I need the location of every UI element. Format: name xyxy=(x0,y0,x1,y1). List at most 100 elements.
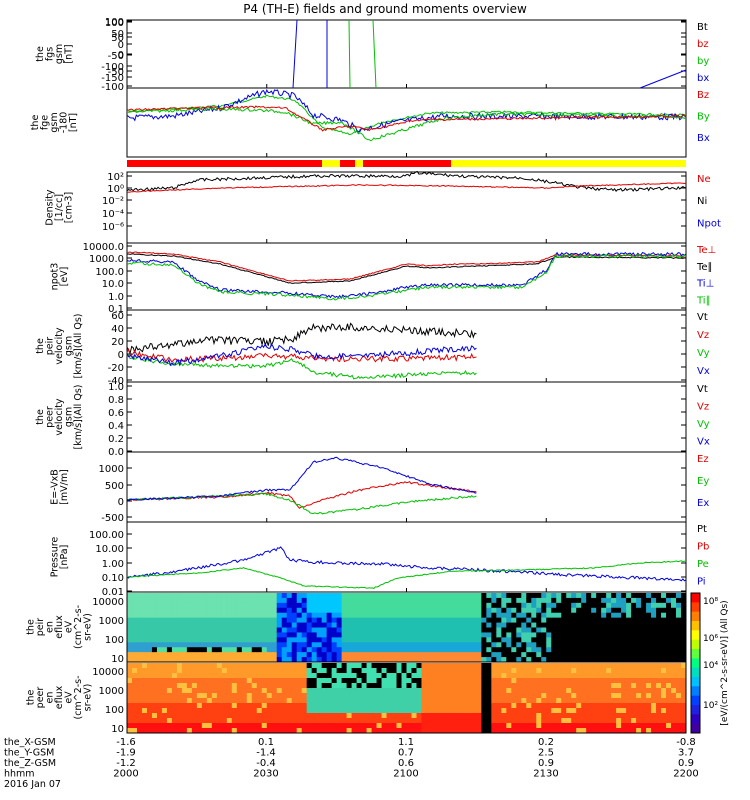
xaxis-value-x: -0.8 xyxy=(676,737,696,748)
spec-cell xyxy=(396,683,403,689)
spec-cell xyxy=(531,698,537,704)
spec-cell xyxy=(601,668,607,674)
spec-cell xyxy=(461,612,467,619)
spec-cell xyxy=(546,657,552,663)
spec-cell xyxy=(236,622,243,628)
spec-cell xyxy=(496,688,502,694)
spec-cell xyxy=(266,668,273,674)
spec-cell xyxy=(371,713,378,719)
spec-cell xyxy=(241,693,248,699)
spec-cell xyxy=(406,617,412,624)
spec-cell xyxy=(581,713,587,719)
spec-cell xyxy=(611,622,617,628)
spec-cell xyxy=(276,612,283,619)
spec-cell xyxy=(366,632,373,638)
spec-cell xyxy=(361,637,368,643)
spec-cell xyxy=(581,657,587,663)
spec-cell xyxy=(591,652,597,658)
spec-cell xyxy=(666,627,672,633)
spec-cell xyxy=(351,663,358,669)
spec-cell xyxy=(461,723,467,729)
spec-cell xyxy=(151,708,158,714)
spec-cell xyxy=(391,728,398,734)
spec-cell xyxy=(456,597,462,604)
spec-cell xyxy=(431,602,437,609)
spec-cell xyxy=(326,703,333,709)
spec-cell xyxy=(636,627,642,633)
spec-cell xyxy=(591,602,597,609)
spec-cell xyxy=(496,612,502,619)
spec-cell xyxy=(146,612,153,619)
spec-cell xyxy=(236,703,243,709)
spec-cell xyxy=(146,678,153,684)
spec-cell xyxy=(511,657,517,663)
spec-cell xyxy=(161,723,168,729)
spec-cell xyxy=(551,723,557,729)
spec-cell xyxy=(286,683,293,689)
spec-cell xyxy=(127,673,133,679)
ytick-label: 1.00 xyxy=(102,559,124,570)
legend-temp-1: Te∥ xyxy=(696,262,713,273)
spec-cell xyxy=(201,607,208,614)
efield-series xyxy=(126,456,477,515)
spec-cell xyxy=(226,678,233,684)
spec-cell xyxy=(466,617,472,624)
spec-cell xyxy=(501,718,507,724)
spec-cell xyxy=(276,698,283,704)
spec-cell xyxy=(626,723,632,729)
spec-cell xyxy=(221,597,228,604)
spec-cell xyxy=(561,698,567,704)
spec-cell xyxy=(356,637,363,643)
spec-cell xyxy=(296,597,303,604)
spec-cell xyxy=(616,718,622,724)
spec-cell xyxy=(621,657,627,663)
spec-cell xyxy=(486,713,492,719)
spec-cell xyxy=(631,622,637,628)
spec-cell xyxy=(131,617,138,624)
ytick-label: -50 xyxy=(108,51,124,62)
spec-cell xyxy=(561,637,567,643)
spec-cell xyxy=(361,703,368,709)
spec-cell xyxy=(206,683,213,689)
spec-cell xyxy=(391,652,398,658)
spec-cell xyxy=(241,627,248,633)
spec-cell xyxy=(471,728,477,734)
spec-cell xyxy=(671,612,677,619)
spec-cell xyxy=(171,713,178,719)
spec-cell xyxy=(496,713,502,719)
spec-cell xyxy=(491,632,497,638)
xaxis-value-x: 1.1 xyxy=(398,737,414,748)
spec-cell xyxy=(476,718,482,724)
spec-cell xyxy=(281,723,288,729)
spec-cell xyxy=(531,673,537,679)
spec-cell xyxy=(316,657,323,663)
spec-cell xyxy=(366,642,373,648)
spec-cell xyxy=(421,632,427,638)
spec-cell xyxy=(561,703,567,709)
spec-cell xyxy=(336,597,343,604)
spec-cell xyxy=(421,708,427,714)
spec-cell xyxy=(421,607,427,614)
spec-cell xyxy=(166,602,173,609)
spec-cell xyxy=(531,627,537,633)
spec-cell xyxy=(371,688,378,694)
spec-cell xyxy=(621,632,627,638)
spec-cell xyxy=(141,693,148,699)
spec-cell xyxy=(136,723,143,729)
spec-cell xyxy=(401,683,407,689)
spec-cell xyxy=(511,708,517,714)
panel-ylabel: velocity xyxy=(54,327,65,365)
spec-cell xyxy=(301,723,308,729)
spec-cell xyxy=(591,642,597,648)
spec-cell xyxy=(536,637,542,643)
spec-cell xyxy=(241,622,248,628)
spec-cell xyxy=(326,617,333,624)
spec-cell xyxy=(356,647,363,653)
spec-cell xyxy=(556,683,562,689)
spec-cell xyxy=(146,602,153,609)
spec-cell xyxy=(286,693,293,699)
spec-cell xyxy=(151,607,158,614)
spec-cell xyxy=(681,637,687,643)
spec-cell xyxy=(626,718,632,724)
spec-cell xyxy=(356,713,363,719)
